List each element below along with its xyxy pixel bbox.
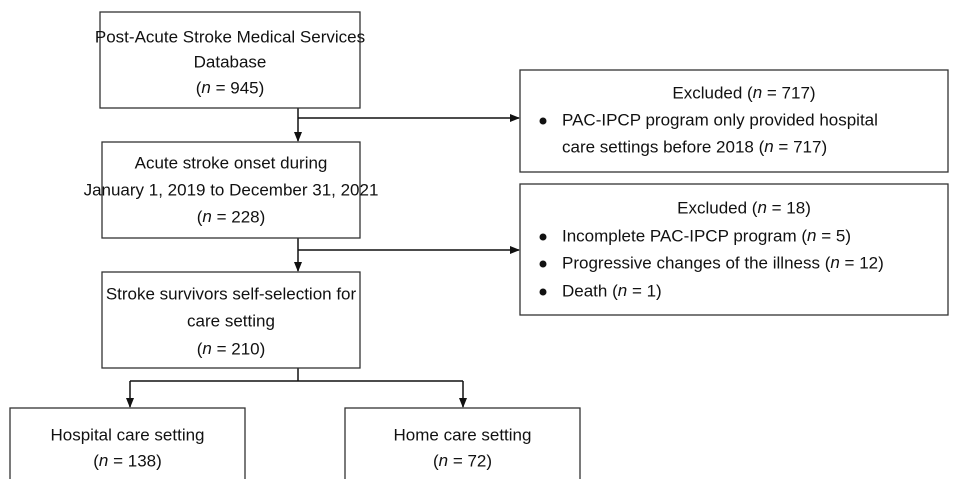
node-text: (n = 210) xyxy=(197,339,266,358)
node-text: Database xyxy=(194,52,267,71)
exclusion-box xyxy=(519,69,949,173)
exclusion-title: Excluded (n = 717) xyxy=(672,83,815,102)
bullet-text: Progressive changes of the illness (n = … xyxy=(562,253,884,272)
exclusion-title: Excluded (n = 18) xyxy=(677,198,811,217)
node-text: January 1, 2019 to December 31, 2021 xyxy=(84,180,379,199)
node-box xyxy=(99,11,361,109)
connectors xyxy=(126,108,520,408)
bullet xyxy=(539,117,547,125)
bullet xyxy=(539,260,547,268)
node-text: Home care setting xyxy=(394,425,532,444)
bullet xyxy=(539,233,547,241)
node-text: (n = 945) xyxy=(196,78,265,97)
node-box xyxy=(9,407,246,479)
exclusion-box xyxy=(519,183,949,316)
bullet-text: PAC-IPCP program only provided hospital xyxy=(562,110,878,129)
node-text: (n = 228) xyxy=(197,207,266,226)
bullet-text: Death (n = 1) xyxy=(562,281,662,300)
bullet-text: care settings before 2018 (n = 717) xyxy=(562,137,827,156)
node-text: Stroke survivors self-selection for xyxy=(106,284,357,303)
node-text: (n = 72) xyxy=(433,451,492,470)
node-box xyxy=(101,271,361,369)
node-box xyxy=(344,407,581,479)
node-text: Acute stroke onset during xyxy=(135,153,328,172)
node-box xyxy=(101,141,361,239)
node-text: Hospital care setting xyxy=(50,425,204,444)
bullet xyxy=(539,288,547,296)
node-text: care setting xyxy=(187,311,275,330)
node-text: Post-Acute Stroke Medical Services xyxy=(95,27,365,46)
bullet-text: Incomplete PAC-IPCP program (n = 5) xyxy=(562,226,851,245)
node-text: (n = 138) xyxy=(93,451,162,470)
